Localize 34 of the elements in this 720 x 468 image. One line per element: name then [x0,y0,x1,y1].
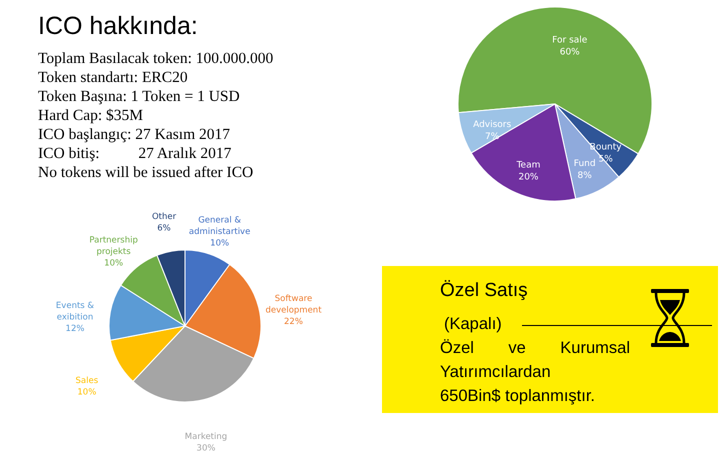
text: Özel Satış [440,280,528,302]
data-label: 6% [157,223,171,234]
data-label: 10% [210,238,230,248]
data-label: 60% [560,48,580,58]
slice-label: For sale [552,36,588,46]
slice-label: Partnership projekts [89,236,138,258]
slice-label: Fund [574,158,596,169]
slice-label: Team [516,160,540,170]
text: Özel ve Kurumsal Yatırımcılardan [440,338,630,383]
data-label: 8% [578,170,592,181]
slice-label: Other [152,212,177,222]
text: ICO bitiş: 27 Aralık 2017 [38,144,232,163]
slice-label: Software development [265,294,322,316]
slice-label: Marketing [184,432,228,442]
text: Toplam Basılacak token: 100.000.000 [38,49,274,68]
text: ICO hakkında: [38,12,199,41]
slice-label: Sales [76,376,99,386]
data-label: 10% [77,387,96,398]
data-label: 22% [284,317,303,328]
text: (Kapalı) [444,314,503,335]
slice-label: Advisors [473,120,512,130]
slice-label: Events & exibition [56,301,94,323]
data-label: 20% [518,172,539,182]
data-label: 10% [104,258,124,269]
text: Token standartı: ERC20 [38,68,189,87]
data-label: 7% [484,132,500,142]
text: No tokens will be issued after ICO [38,163,254,182]
data-label: 12% [66,324,84,334]
text: Token Başına: 1 Token = 1 USD [38,87,241,106]
text: ICO başlangıç: 27 Kasım 2017 [38,125,232,144]
data-label: 30% [196,444,216,454]
text: Hard Cap: $35M [38,106,144,125]
slice-label: General & administartive [188,215,250,237]
text: 650Bin$ toplanmıştır. [440,386,596,407]
